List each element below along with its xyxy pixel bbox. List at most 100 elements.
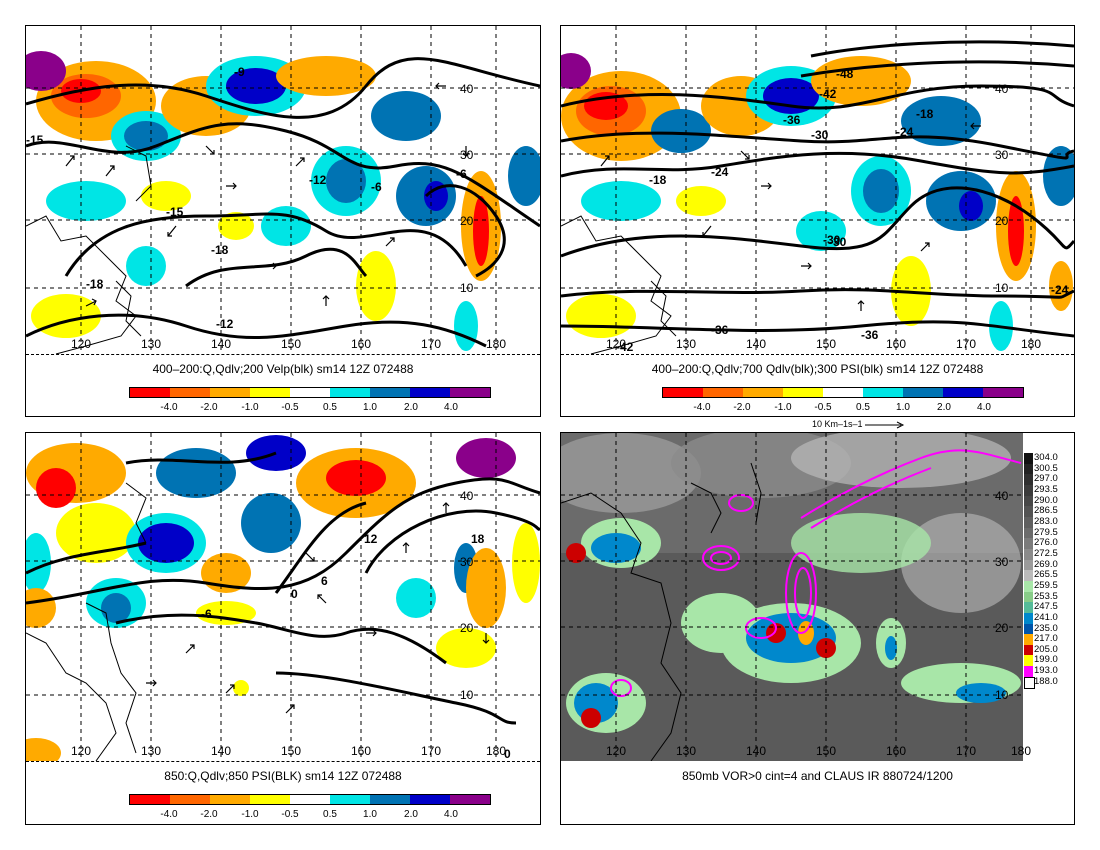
lon-label: 130 bbox=[141, 744, 161, 758]
ir-label: 247.5 bbox=[1034, 601, 1058, 613]
ir-label: 293.5 bbox=[1034, 483, 1058, 495]
ir-colorbar-cell: 217.0 bbox=[1024, 633, 1072, 645]
lon-label: 170 bbox=[956, 744, 976, 758]
contours-3 bbox=[26, 451, 540, 725]
lon-label: 120 bbox=[71, 337, 91, 351]
colorbar-label: 0.5 bbox=[323, 809, 337, 820]
ir-label: 304.0 bbox=[1034, 452, 1058, 463]
contour-labels-2: -48 -42 -36 -30 -24 -18 -18 -24 -30 -30 … bbox=[616, 67, 1069, 354]
colorbar-label: -4.0 bbox=[693, 402, 711, 413]
colorbar-labels-upper-left: -4.0 -2.0 -1.0 -0.5 0.5 1.0 2.0 4.0 bbox=[129, 402, 491, 414]
panel-lower-right: 40 30 20 10 120 130 140 150 160 170 180 … bbox=[560, 432, 1075, 825]
ir-label: 269.0 bbox=[1034, 558, 1058, 570]
reference-vector-label: 10 Km–1s–1 bbox=[812, 419, 863, 429]
contour-label: -30 bbox=[829, 235, 847, 249]
colorbar-swatch bbox=[130, 795, 170, 804]
colorbar-swatch bbox=[210, 795, 250, 804]
lon-label: 180 bbox=[1021, 337, 1041, 351]
contour-label: -36 bbox=[861, 328, 879, 342]
colorbar-label: -2.0 bbox=[733, 402, 751, 413]
reference-vector: 10 Km–1s–1 bbox=[812, 419, 905, 429]
lon-label: 180 bbox=[1011, 744, 1031, 758]
colorbar-label: -0.5 bbox=[814, 402, 832, 413]
contour-label: -15 bbox=[26, 133, 44, 147]
colorbar-swatch bbox=[370, 388, 410, 397]
colorbar-swatch bbox=[410, 795, 450, 804]
lon-label: 130 bbox=[141, 337, 161, 351]
grid-3 bbox=[26, 433, 540, 761]
contour-labels-1: -15 -9 -12 -6 -15 -18 -18 -12 -6 bbox=[26, 65, 467, 331]
reference-arrow-icon bbox=[865, 421, 905, 429]
colorbar-label: -1.0 bbox=[774, 402, 792, 413]
contour-label: 0 bbox=[291, 587, 298, 601]
ir-colorbar-cell: 265.5 bbox=[1024, 569, 1072, 581]
colorbar-label: -4.0 bbox=[160, 809, 178, 820]
ir-colorbar-cell: 253.5 bbox=[1024, 590, 1072, 603]
ir-label: 286.5 bbox=[1034, 505, 1058, 517]
contour-label: -30 bbox=[823, 233, 841, 247]
colorbar-label: -4.0 bbox=[160, 402, 178, 413]
colorbar-label: -2.0 bbox=[200, 809, 218, 820]
colorbar-label: 2.0 bbox=[404, 809, 418, 820]
lat-label: 40 bbox=[460, 489, 474, 503]
lon-labels-3: 120 130 140 150 160 170 180 bbox=[71, 744, 506, 758]
ir-label: 283.0 bbox=[1034, 515, 1058, 527]
grid-4 bbox=[561, 433, 1023, 761]
contour-label: 18 bbox=[471, 532, 485, 546]
caption-upper-left: 400–200:Q,Qdlv;200 Velp(blk) sm14 12Z 07… bbox=[152, 362, 414, 376]
ir-colorbar-cell: 235.0 bbox=[1024, 622, 1072, 635]
colorbar-swatch bbox=[450, 388, 490, 397]
wind-vectors-1 bbox=[65, 82, 470, 307]
lon-labels-1: 120 130 140 150 160 170 180 bbox=[71, 337, 506, 351]
contour-label: -6 bbox=[371, 180, 382, 194]
colorbar-labels-lower-left: -4.0 -2.0 -1.0 -0.5 0.5 1.0 2.0 4.0 bbox=[129, 809, 491, 821]
colorbar-upper-right bbox=[662, 387, 1024, 398]
ir-colorbar-cell: 188.0 bbox=[1024, 676, 1072, 690]
map-upper-left: -15 -9 -12 -6 -15 -18 -18 -12 -6 40 30 2… bbox=[26, 26, 540, 355]
colorbar-label: 4.0 bbox=[444, 809, 458, 820]
contour-label: -42 bbox=[616, 340, 634, 354]
caption-upper-right: 400–200:Q,Qdlv;700 Qdlv(blk);300 PSI(blk… bbox=[651, 362, 984, 376]
caption-lower-right: 850mb VOR>0 cint=4 and CLAUS IR 880724/1… bbox=[682, 769, 953, 783]
lat-label: 20 bbox=[995, 214, 1009, 228]
ir-label: 272.5 bbox=[1034, 547, 1058, 559]
colorbar-swatch bbox=[330, 388, 370, 397]
ir-colorbar-cell: 199.0 bbox=[1024, 654, 1072, 667]
lon-label: 180 bbox=[486, 337, 506, 351]
grid-1 bbox=[26, 26, 540, 354]
contour-label: -42 bbox=[819, 87, 837, 101]
map-lower-right: 40 30 20 10 120 130 140 150 160 170 180 bbox=[561, 433, 1074, 761]
lat-label: 40 bbox=[995, 82, 1009, 96]
ir-colorbar-cell: 279.5 bbox=[1024, 527, 1072, 539]
contour-label: -6 bbox=[201, 607, 212, 621]
lon-label: 120 bbox=[606, 744, 626, 758]
vorticity-contours bbox=[610, 449, 1022, 697]
contour-label: 0 bbox=[504, 747, 511, 761]
map-svg-1: -15 -9 -12 -6 -15 -18 -18 -12 -6 40 30 2… bbox=[26, 26, 540, 354]
ir-colorbar-cell: 269.0 bbox=[1024, 558, 1072, 571]
lat-label: 20 bbox=[460, 214, 474, 228]
lon-label: 160 bbox=[351, 337, 371, 351]
colorbar-swatch bbox=[783, 388, 823, 397]
lon-label: 120 bbox=[606, 337, 626, 351]
contour-label: -18 bbox=[86, 277, 104, 291]
colorbar-label: 2.0 bbox=[404, 402, 418, 413]
ir-label: 235.0 bbox=[1034, 622, 1058, 634]
colorbar-swatch bbox=[250, 795, 290, 804]
ir-label: 253.5 bbox=[1034, 590, 1058, 602]
lon-label: 170 bbox=[421, 744, 441, 758]
colorbar-label: 1.0 bbox=[363, 402, 377, 413]
colorbar-label: 0.5 bbox=[323, 402, 337, 413]
coastline-3 bbox=[26, 482, 147, 761]
ir-colorbar-cell: 205.0 bbox=[1024, 644, 1072, 656]
lat-label: 20 bbox=[995, 621, 1009, 635]
contour-label: -36 bbox=[711, 323, 729, 337]
colorbar-lower-left bbox=[129, 794, 491, 805]
contour-label: -24 bbox=[711, 165, 729, 179]
colorbar-swatch bbox=[290, 795, 330, 804]
lon-label: 130 bbox=[676, 337, 696, 351]
contours-2 bbox=[561, 40, 1074, 338]
colorbar-swatch bbox=[410, 388, 450, 397]
lat-label: 20 bbox=[460, 621, 474, 635]
ir-label: 265.5 bbox=[1034, 569, 1058, 581]
